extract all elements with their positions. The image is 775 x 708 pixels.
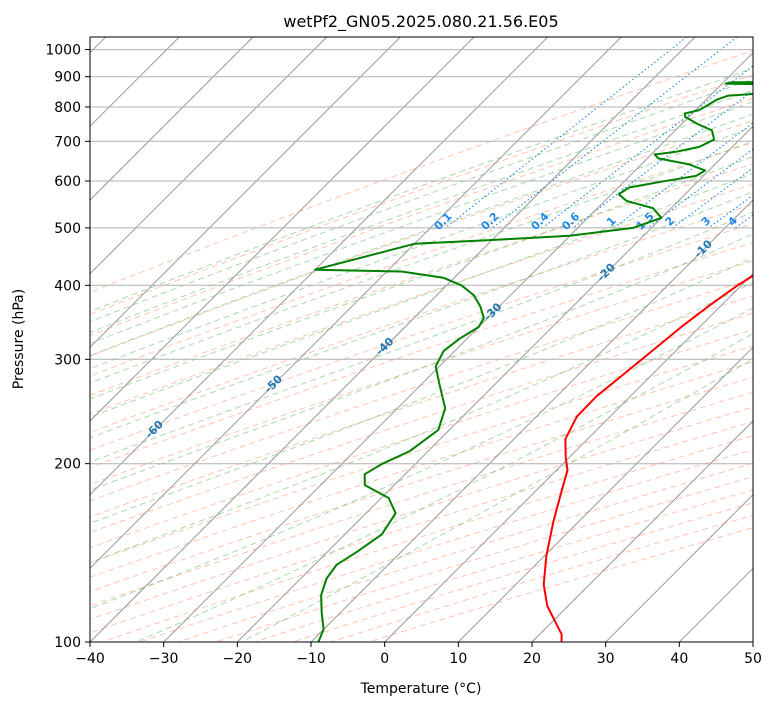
isotherm-line bbox=[90, 37, 254, 201]
mixing-ratio-label: 0.6 bbox=[559, 210, 582, 233]
isotherm-line bbox=[310, 199, 753, 642]
dry-adiabat bbox=[254, 489, 753, 642]
dry-adiabat bbox=[90, 329, 753, 549]
x-tick-label: 40 bbox=[670, 651, 688, 667]
isotherm-line bbox=[531, 420, 753, 642]
y-tick-label: 900 bbox=[54, 70, 81, 86]
moist-adiabat bbox=[90, 211, 753, 463]
moist-adiabat bbox=[135, 333, 753, 642]
x-tick-label: −10 bbox=[296, 651, 326, 667]
y-tick-label: 400 bbox=[54, 278, 81, 294]
isotherm-line bbox=[605, 493, 753, 642]
x-tick-label: 50 bbox=[744, 651, 762, 667]
moist-adiabat bbox=[90, 281, 753, 564]
moist-adiabat bbox=[90, 89, 753, 333]
chart-title: wetPf2_GN05.2025.080.21.56.E05 bbox=[283, 12, 558, 32]
moist-adiabat bbox=[90, 140, 753, 384]
mixing-ratio-line bbox=[492, 37, 738, 229]
dry-adiabats bbox=[90, 50, 753, 642]
moist-adiabat bbox=[241, 358, 753, 642]
mixing-ratio-label: 6 bbox=[764, 214, 775, 229]
mixing-ratio-line bbox=[613, 122, 753, 229]
dry-adiabat bbox=[90, 97, 753, 337]
dry-adiabat bbox=[215, 476, 753, 642]
x-tick-label: 30 bbox=[597, 651, 615, 667]
dry-adiabat bbox=[90, 163, 753, 396]
profiles bbox=[314, 81, 753, 642]
y-tick-label: 300 bbox=[54, 352, 81, 368]
isotherm-line bbox=[90, 37, 328, 275]
dry-adiabat bbox=[90, 120, 753, 357]
dry-adiabat bbox=[177, 462, 753, 642]
y-tick-label: 700 bbox=[54, 134, 81, 150]
y-tick-label: 800 bbox=[54, 100, 81, 116]
mixing-ratio-label: 0.1 bbox=[432, 210, 455, 233]
dry-adiabat bbox=[139, 449, 753, 642]
mixing-ratio-label: 1 bbox=[604, 214, 619, 229]
dry-adiabat bbox=[90, 345, 753, 564]
moist-adiabat bbox=[90, 156, 753, 400]
mixing-ratio-label: 0.2 bbox=[479, 210, 502, 233]
isotherm-line bbox=[236, 125, 753, 642]
dry-adiabat bbox=[90, 183, 753, 415]
x-axis-label: Temperature (°C) bbox=[360, 681, 482, 697]
moist-adiabat bbox=[90, 101, 753, 345]
dewpoint-profile bbox=[314, 81, 753, 642]
plot-area: -100-90-80-70-60-50-40-30-20-10010203040… bbox=[18, 37, 775, 642]
dry-adiabat bbox=[292, 502, 753, 642]
y-tick-label: 100 bbox=[54, 635, 81, 651]
isotherm-line bbox=[678, 567, 753, 642]
moist-adiabat bbox=[90, 257, 753, 524]
moist-adiabat bbox=[90, 172, 753, 418]
isotherm-label: -60 bbox=[143, 418, 166, 441]
isotherm-line bbox=[457, 346, 753, 642]
mixing-ratio-line bbox=[542, 65, 753, 229]
x-tick-label: 20 bbox=[523, 651, 541, 667]
isotherm-line bbox=[163, 51, 753, 642]
dry-adiabat bbox=[90, 142, 753, 377]
isotherm-line bbox=[752, 641, 753, 642]
x-tick-label: −30 bbox=[149, 651, 179, 667]
mixing-ratio-label: 0.4 bbox=[529, 210, 552, 233]
mixing-ratio-line bbox=[445, 37, 688, 229]
mixing-ratio-line bbox=[672, 167, 753, 229]
isotherm-line bbox=[90, 37, 475, 422]
moist-adiabat bbox=[90, 233, 753, 491]
y-tick-label: 200 bbox=[54, 457, 81, 473]
y-tick-label: 600 bbox=[54, 174, 81, 190]
isotherm-line bbox=[90, 37, 696, 642]
mixing-ratio-lines bbox=[445, 37, 753, 229]
mixing-ratio-label: 4 bbox=[725, 214, 740, 229]
isotherm-line bbox=[90, 37, 401, 349]
isotherm-line bbox=[90, 37, 549, 496]
isotherm-label: -30 bbox=[481, 300, 504, 323]
isotherm-line bbox=[384, 272, 753, 642]
pressure-gridlines bbox=[90, 49, 753, 642]
moist-adiabat bbox=[90, 67, 753, 313]
y-axis-label: Pressure (hPa) bbox=[11, 289, 27, 389]
y-tick-label: 500 bbox=[54, 221, 81, 237]
x-tick-label: −40 bbox=[75, 651, 105, 667]
dry-adiabat bbox=[90, 361, 753, 578]
x-tick-label: −20 bbox=[223, 651, 253, 667]
dry-adiabat bbox=[101, 435, 753, 642]
x-tick-label: 10 bbox=[449, 651, 467, 667]
moist-adiabat bbox=[90, 78, 753, 323]
y-tick-label: 1000 bbox=[45, 43, 81, 59]
dry-adiabat bbox=[90, 50, 753, 293]
x-tick-label: 0 bbox=[380, 651, 389, 667]
x-axis-ticks: −40 −30 −20 −10 0 10 20 30 40 50 bbox=[75, 642, 762, 667]
isotherms bbox=[90, 37, 753, 642]
y-axis-ticks: 100 200 300 400 500 600 700 800 900 1000 bbox=[45, 43, 90, 651]
mixing-ratio-line bbox=[734, 214, 753, 229]
temperature-profile bbox=[542, 274, 753, 642]
mixing-ratio-line bbox=[572, 90, 753, 229]
isotherm-label: -70 bbox=[18, 469, 41, 492]
moist-adiabat bbox=[90, 113, 753, 357]
isotherm-line bbox=[90, 37, 622, 570]
plot-frame bbox=[89, 36, 754, 643]
